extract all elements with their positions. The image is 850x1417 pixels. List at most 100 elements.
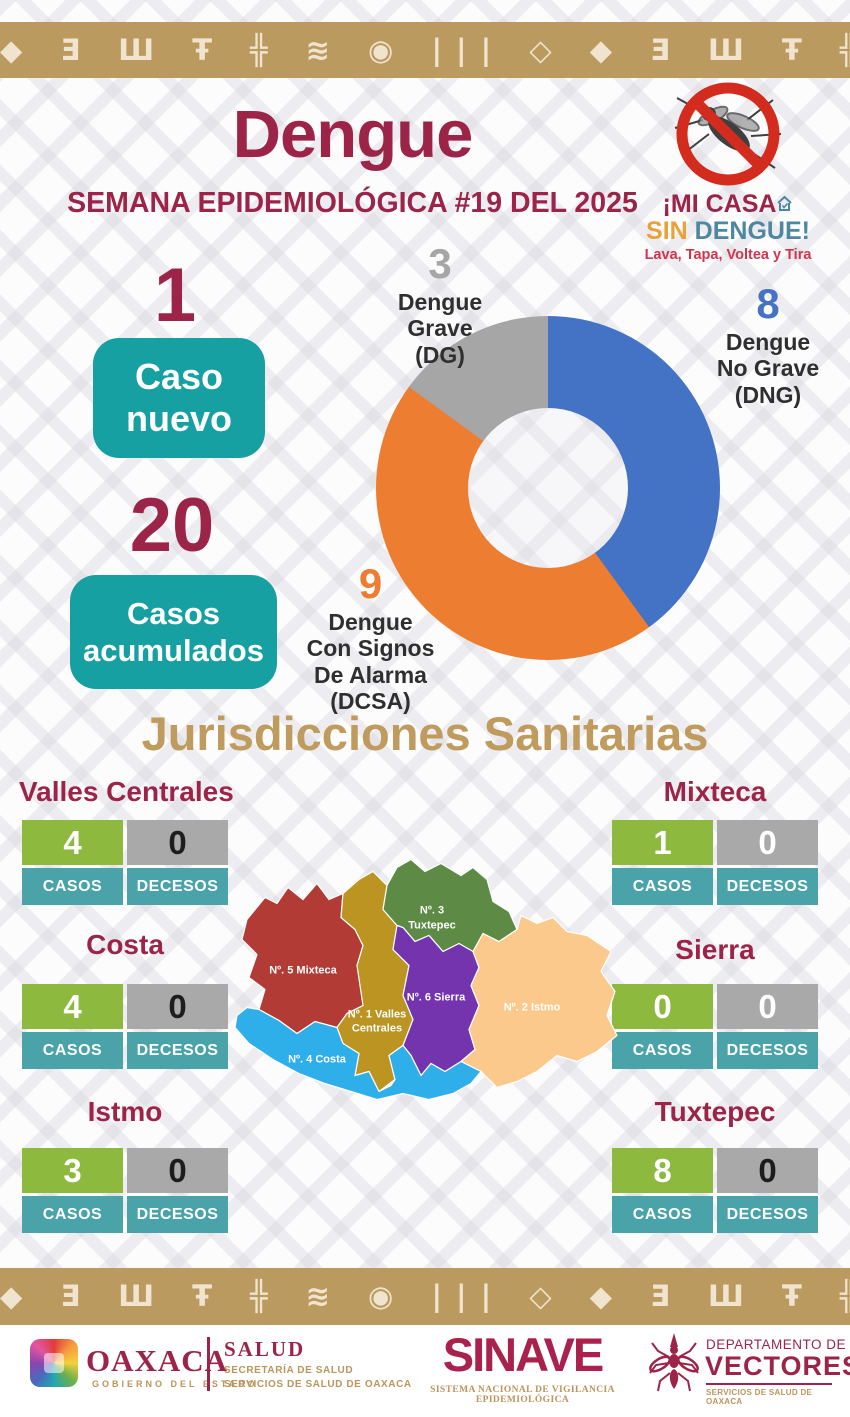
salud-logo-title: SALUD: [224, 1337, 306, 1361]
brand-word-dengue: DENGUE!: [694, 216, 810, 245]
sinave-logo-subtitle: SISTEMA NACIONAL DE VIGILANCIA EPIDEMIOL…: [430, 1385, 615, 1405]
deaths-label: DECESOS: [127, 1032, 228, 1069]
deaths-label: DECESOS: [127, 1196, 228, 1233]
cases-label: CASOS: [612, 1196, 713, 1233]
map-label-tuxtepec-line1: Nº. 3: [420, 905, 444, 917]
deaths-label: DECESOS: [127, 868, 228, 905]
cases-label: CASOS: [612, 1032, 713, 1069]
cases-value: 3: [22, 1148, 123, 1193]
new-cases-badge: Caso nuevo: [93, 338, 265, 458]
footer-divider: [207, 1337, 210, 1391]
map-label-valles-line2: Centrales: [352, 1023, 402, 1035]
region-table-tuxtepec: 8 0 CASOS DECESOS: [612, 1148, 818, 1233]
dg-line1: Dengue: [397, 289, 483, 315]
mi-casa-sin-dengue-logo: ¡MI CASA SIN DENGUE! Lava, Tapa, Voltea …: [628, 76, 828, 263]
donut-label-dengue-con-signos: 9 Dengue Con Signos De Alarma (DCSA): [293, 563, 448, 715]
accumulated-label-line1: Casos: [126, 595, 221, 631]
dng-line1: Dengue: [725, 329, 811, 355]
top-border-pattern: ◆ Ǝ Ш Ŧ ╬ ≋ ◉ ||| ◇ ◆ Ǝ Ш Ŧ ╬ ≋ ◉ ||| ◇ …: [0, 22, 850, 78]
map-label-istmo: Nº. 2 Istmo: [504, 1002, 561, 1014]
region-table-costa: 4 0 CASOS DECESOS: [22, 984, 228, 1069]
cases-value: 4: [22, 984, 123, 1029]
map-label-sierra: Nº. 6 Sierra: [407, 992, 466, 1004]
deaths-value: 0: [717, 820, 818, 865]
dcsa-line3: De Alarma: [314, 661, 427, 688]
accumulated-cases-value: 20: [129, 483, 215, 568]
cases-label: CASOS: [22, 1196, 123, 1233]
map-label-valles-line1: Nº. 1 Valles: [348, 1009, 406, 1021]
no-mosquito-sign-icon: [669, 76, 787, 192]
brand-line1: ¡MI CASA: [662, 190, 777, 218]
region-name-istmo: Istmo: [87, 1096, 163, 1127]
region-table-valles-centrales: 4 0 CASOS DECESOS: [22, 820, 228, 905]
region-table-istmo: 3 0 CASOS DECESOS: [22, 1148, 228, 1233]
map-label-mixteca: Nº. 5 Mixteca: [269, 965, 337, 977]
donut-label-dengue-no-grave: 8 Dengue No Grave (DNG): [688, 283, 848, 408]
prohibition-circle: [676, 82, 780, 186]
deaths-value: 0: [127, 1148, 228, 1193]
vectores-dept-line: DEPARTAMENTO DE: [706, 1337, 847, 1352]
new-cases-label-line2: nuevo: [125, 398, 232, 439]
dng-line3: (DNG): [734, 381, 802, 408]
dcsa-line1: Dengue: [328, 609, 413, 635]
dg-line3: (DG): [415, 341, 465, 368]
deaths-label: DECESOS: [717, 1196, 818, 1233]
region-name-valles-centrales: Valles Centrales: [19, 776, 234, 807]
footer: OAXACA GOBIERNO DEL ESTADO SALUD SECRETA…: [0, 1325, 850, 1417]
region-table-mixteca: 1 0 CASOS DECESOS: [612, 820, 818, 905]
sinave-logo: SINAVE: [442, 1328, 605, 1381]
cases-label: CASOS: [22, 1032, 123, 1069]
donut-hole: [468, 408, 628, 568]
deaths-label: DECESOS: [717, 1032, 818, 1069]
accumulated-label-line2: acumulados: [83, 633, 264, 668]
salud-logo-subtitle2: SERVICIOS DE SALUD DE OAXACA: [224, 1379, 412, 1390]
oaxaca-jurisdictions-map: Nº. 5 Mixteca Nº. 1 Valles Centrales Nº.…: [234, 858, 618, 1101]
vectores-logo-title: VECTORES: [705, 1351, 850, 1381]
page-title: Dengue: [232, 97, 474, 172]
salud-logo-subtitle1: SECRETARÍA DE SALUD: [224, 1365, 354, 1376]
cases-value: 0: [612, 984, 713, 1029]
dcsa-line4: (DCSA): [330, 688, 411, 715]
dg-line2: Grave: [407, 315, 473, 342]
deaths-value: 0: [717, 1148, 818, 1193]
map-region-costa: [234, 1006, 482, 1101]
region-name-mixteca: Mixteca: [663, 776, 767, 807]
cases-label: CASOS: [22, 868, 123, 905]
dcsa-line2: Con Signos: [306, 635, 435, 662]
vectores-logo-subtitle: SERVICIOS DE SALUD DE OAXACA: [706, 1388, 813, 1406]
deaths-label: DECESOS: [717, 868, 818, 905]
cases-label: CASOS: [612, 868, 713, 905]
brand-tagline: Lava, Tapa, Voltea y Tira: [644, 246, 812, 263]
region-name-tuxtepec: Tuxtepec: [654, 1096, 776, 1127]
region-table-sierra: 0 0 CASOS DECESOS: [612, 984, 818, 1069]
jurisdictions-section-title: Jurisdicciones Sanitarias: [141, 707, 709, 760]
brand-word-sin: SIN: [646, 216, 688, 245]
oaxaca-logo-title: OAXACA: [86, 1343, 229, 1378]
region-name-sierra: Sierra: [675, 934, 755, 965]
map-label-costa: Nº. 4 Costa: [288, 1054, 347, 1066]
bottom-border-pattern: ◆ Ǝ Ш Ŧ ╬ ≋ ◉ ||| ◇ ◆ Ǝ Ш Ŧ ╬ ≋ ◉ ||| ◇ …: [0, 1268, 850, 1325]
cases-value: 8: [612, 1148, 713, 1193]
epidemiological-week-subtitle: SEMANA EPIDEMIOLÓGICA #19 DEL 2025: [67, 187, 638, 219]
map-label-tuxtepec-line2: Tuxtepec: [408, 920, 455, 932]
cases-value: 1: [612, 820, 713, 865]
prohibition-slash: [692, 98, 764, 170]
vectores-mosquito-icon: [648, 1333, 700, 1400]
new-cases-value: 1: [153, 253, 197, 338]
house-check-icon: [776, 192, 793, 218]
vectores-rule: [706, 1383, 832, 1385]
new-cases-label-line1: Caso: [134, 355, 224, 397]
oaxaca-government-emblem-icon: [30, 1339, 78, 1387]
deaths-value: 0: [717, 984, 818, 1029]
dg-value: 3: [428, 240, 452, 287]
header: Dengue SEMANA EPIDEMIOLÓGICA #19 DEL 202…: [0, 96, 705, 220]
accumulated-cases-badge: Casos acumulados: [70, 575, 277, 689]
map-region-istmo: [459, 914, 618, 1089]
dng-value: 8: [756, 280, 780, 327]
deaths-value: 0: [127, 984, 228, 1029]
donut-label-dengue-grave: 3 Dengue Grave (DG): [375, 243, 505, 368]
deaths-value: 0: [127, 820, 228, 865]
cases-value: 4: [22, 820, 123, 865]
oaxaca-logo-subtitle: GOBIERNO DEL ESTADO: [92, 1379, 258, 1389]
